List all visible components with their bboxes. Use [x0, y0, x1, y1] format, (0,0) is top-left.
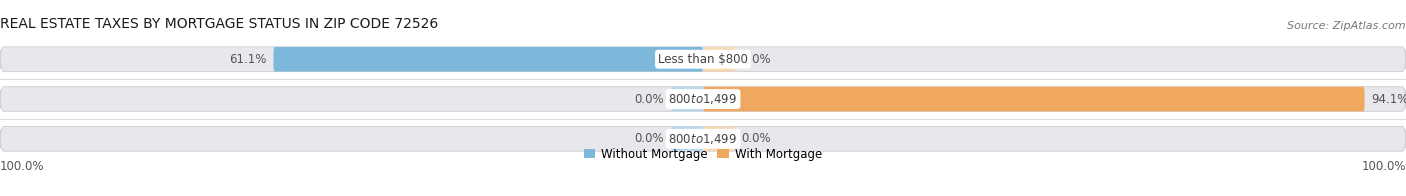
FancyBboxPatch shape — [703, 87, 1365, 111]
FancyBboxPatch shape — [672, 126, 703, 151]
FancyBboxPatch shape — [672, 87, 703, 111]
FancyBboxPatch shape — [703, 126, 734, 151]
FancyBboxPatch shape — [0, 47, 1406, 72]
FancyBboxPatch shape — [703, 47, 734, 72]
FancyBboxPatch shape — [273, 47, 703, 72]
Text: $800 to $1,499: $800 to $1,499 — [668, 92, 738, 106]
Text: 100.0%: 100.0% — [0, 160, 45, 172]
Text: 100.0%: 100.0% — [1361, 160, 1406, 172]
Text: $800 to $1,499: $800 to $1,499 — [668, 132, 738, 146]
Text: REAL ESTATE TAXES BY MORTGAGE STATUS IN ZIP CODE 72526: REAL ESTATE TAXES BY MORTGAGE STATUS IN … — [0, 17, 439, 31]
FancyBboxPatch shape — [0, 126, 1406, 151]
Legend: Without Mortgage, With Mortgage: Without Mortgage, With Mortgage — [579, 143, 827, 165]
Text: 61.1%: 61.1% — [229, 53, 266, 66]
Text: 0.0%: 0.0% — [742, 132, 772, 145]
Text: Source: ZipAtlas.com: Source: ZipAtlas.com — [1288, 21, 1406, 31]
Text: Less than $800: Less than $800 — [658, 53, 748, 66]
Text: 0.0%: 0.0% — [742, 53, 772, 66]
Text: 94.1%: 94.1% — [1371, 93, 1406, 105]
FancyBboxPatch shape — [0, 87, 1406, 111]
Text: 0.0%: 0.0% — [634, 132, 665, 145]
Text: 0.0%: 0.0% — [634, 93, 665, 105]
